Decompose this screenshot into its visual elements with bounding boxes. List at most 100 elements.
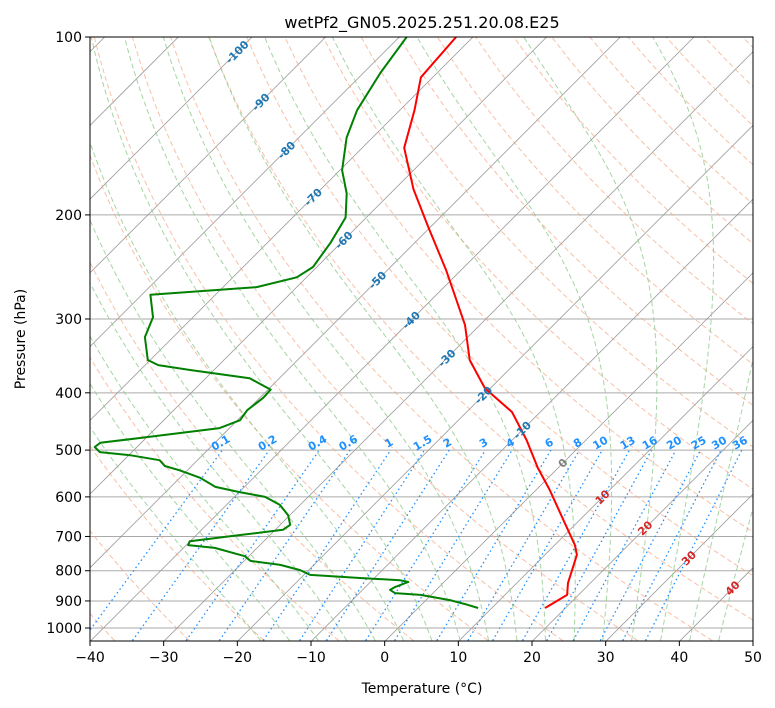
x-tick-label: −20	[223, 650, 253, 666]
moist-adiabat-line	[264, 37, 546, 641]
isotherm-label: -90	[249, 90, 272, 113]
mixing-ratio-line	[599, 449, 702, 641]
mixing-ratio-label: 3	[477, 436, 490, 451]
isotherm-line	[90, 37, 326, 274]
dry-adiabat-line	[436, 37, 753, 365]
moist-adiabat-line	[162, 37, 489, 641]
x-tick-label: −30	[149, 650, 179, 666]
mixing-ratio-line	[522, 449, 631, 641]
dewpoint-profile	[93, 37, 479, 609]
profiles	[93, 37, 578, 609]
isotherm-line	[237, 124, 753, 641]
mixing-ratio-line	[546, 449, 653, 641]
isotherm-line	[384, 272, 753, 641]
y-tick-label: 100	[55, 30, 82, 46]
mixing-ratio-label: 6	[543, 435, 556, 450]
temperature-profile	[403, 37, 578, 609]
x-tick-label: 10	[449, 650, 467, 666]
chart-title: wetPf2_GN05.2025.251.20.08.E25	[284, 13, 559, 33]
dry-adiabat-line	[90, 261, 414, 641]
isotherm-line	[311, 198, 753, 641]
moist-adiabat-line	[90, 281, 348, 641]
x-axis-label: Temperature (°C)	[361, 681, 483, 697]
isotherm-label: -100	[223, 38, 252, 67]
mixing-ratio-line	[492, 449, 603, 641]
mixing-ratio-line	[299, 449, 426, 641]
x-tick-label: 40	[670, 650, 688, 666]
x-tick-label: 50	[744, 650, 762, 666]
dry-adiabat-line	[246, 37, 753, 577]
moist-adiabat-line	[208, 37, 518, 641]
isotherm-line	[753, 37, 775, 641]
moist-adiabat-line	[523, 37, 658, 641]
x-tick-label: 20	[523, 650, 541, 666]
mixing-ratio-line	[131, 449, 270, 641]
dry-adiabat-line	[90, 529, 190, 641]
mixing-ratio-line	[262, 449, 392, 641]
isotherm-line	[679, 567, 753, 641]
moist-adiabat-line	[416, 37, 613, 641]
y-tick-label: 800	[55, 564, 82, 580]
dry-adiabat-line	[93, 37, 564, 641]
x-tick-label: 30	[597, 650, 615, 666]
mixing-ratio-line	[185, 449, 320, 641]
mixing-ratio-line	[365, 449, 486, 641]
mixing-ratio-line	[218, 449, 351, 641]
mixing-ratio-label: 2	[441, 436, 454, 451]
dry-adiabat-line	[513, 37, 753, 285]
axes: −40 −30 −20 −10 0 10 20 30 40 50 100 200 300 400 500 60…	[46, 30, 762, 666]
isotherm-line	[90, 37, 621, 569]
plot-frame	[89, 36, 754, 642]
y-axis-label: Pressure (hPa)	[13, 289, 29, 389]
mixing-ratio-line	[622, 449, 722, 641]
isotherm-line	[90, 37, 547, 495]
dry-adiabat-line	[322, 37, 753, 490]
mixing-ratio-label: 8	[571, 436, 584, 451]
y-tick-label: 500	[55, 443, 82, 459]
moist-adiabat-line	[90, 382, 290, 641]
dry-adiabat-line	[90, 445, 265, 641]
moist-adiabat-line	[331, 37, 576, 641]
moist-adiabat-line	[90, 218, 376, 641]
isotherm-line	[532, 419, 753, 641]
dry-adiabat-line	[551, 37, 753, 245]
mixing-ratio-line	[394, 449, 513, 641]
mixing-ratio-line	[467, 449, 580, 641]
mixing-ratio-line	[645, 449, 743, 641]
y-tick-label: 600	[55, 490, 82, 506]
dry-adiabat-line	[589, 37, 753, 205]
y-tick-label: 900	[55, 594, 82, 610]
y-tick-label: 200	[55, 208, 82, 224]
y-tick-label: 1000	[46, 621, 82, 637]
mixing-ratio-line	[572, 449, 677, 641]
isotherm-label: -70	[302, 185, 325, 208]
dry-adiabat-line	[703, 37, 753, 88]
dry-adiabat-line	[90, 356, 340, 641]
moist-adiabat-line	[90, 140, 405, 641]
isotherm-line	[90, 37, 695, 641]
isotherm-line	[90, 37, 474, 421]
isotherm-line	[458, 346, 753, 641]
y-tick-label: 400	[55, 386, 82, 402]
y-tick-label: 700	[55, 529, 82, 545]
moist-adiabat-line	[90, 37, 433, 641]
mixing-ratio-line	[90, 449, 223, 632]
background-lines	[90, 37, 775, 641]
mixing-ratio-label: 1	[382, 436, 395, 451]
moist-adiabat-line	[718, 506, 753, 641]
moist-adiabat-line	[90, 426, 262, 641]
line-labels: 0.1 0.2 0.4 0.6 1 1.5 2 3 4 6 8 10 13 16 20 25 30 36-100-…	[209, 38, 750, 599]
dry-adiabat-line	[131, 37, 638, 641]
dry-adiabat-line	[665, 37, 753, 127]
moist-adiabat-line	[90, 335, 319, 641]
dry-adiabat-line	[208, 37, 753, 621]
dry-adiabat-line	[170, 37, 713, 641]
dry-adiabat-line	[90, 153, 489, 641]
x-tick-label: −10	[296, 650, 326, 666]
dry-adiabat-line	[360, 37, 753, 448]
x-tick-label: 0	[380, 650, 389, 666]
moist-adiabat-line	[652, 37, 715, 641]
isotherm-line	[605, 493, 753, 641]
